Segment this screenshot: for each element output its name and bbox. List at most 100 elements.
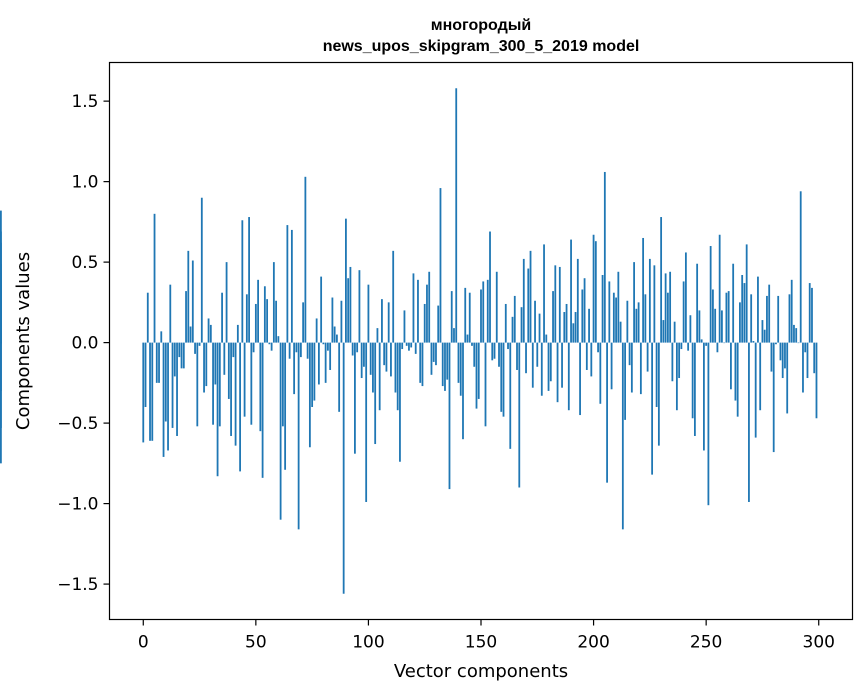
bar-286 xyxy=(786,342,789,414)
y-tick-label: 1.0 xyxy=(71,173,98,193)
bar-138 xyxy=(453,328,455,343)
bar-76 xyxy=(313,342,316,401)
bar-91 xyxy=(347,278,350,343)
bar-141 xyxy=(459,342,462,396)
bar-113 xyxy=(396,342,399,411)
bar-204 xyxy=(601,275,604,343)
bar-237 xyxy=(675,342,678,411)
bar-210 xyxy=(615,297,617,343)
bar-11 xyxy=(167,342,169,451)
bar-48 xyxy=(250,342,253,425)
bar-127 xyxy=(428,271,431,343)
bar-202 xyxy=(597,342,599,353)
bar-261 xyxy=(730,342,732,390)
bar-252 xyxy=(709,246,712,343)
bar-124 xyxy=(421,342,424,387)
bar-118 xyxy=(408,342,410,351)
bar-279 xyxy=(770,342,773,372)
bar-24 xyxy=(196,342,199,427)
bar-181 xyxy=(549,342,552,382)
bar-249 xyxy=(703,342,705,451)
bar-229 xyxy=(657,342,660,446)
bar-27 xyxy=(203,342,205,393)
bar-143 xyxy=(464,287,467,343)
bar-149 xyxy=(477,342,480,399)
bar-265 xyxy=(739,302,741,343)
bar-191 xyxy=(572,323,575,343)
bar-25 xyxy=(198,342,201,346)
bar-219 xyxy=(635,308,638,343)
bar-116 xyxy=(403,310,406,343)
bar-109 xyxy=(387,302,390,343)
bar-183 xyxy=(554,265,557,343)
bar-106 xyxy=(381,299,383,343)
bar-10 xyxy=(164,342,167,422)
bar-23 xyxy=(194,342,196,354)
y-tick-label: −1.5 xyxy=(57,575,98,595)
bar-234 xyxy=(669,271,672,343)
bar-95 xyxy=(356,342,359,353)
bar-94 xyxy=(354,342,356,454)
bar-197 xyxy=(585,342,588,370)
bar-190 xyxy=(570,239,572,343)
bar-293 xyxy=(802,342,804,393)
bar-39 xyxy=(230,342,232,436)
bar-60 xyxy=(277,336,280,343)
bar-100 xyxy=(367,284,370,343)
bar-36 xyxy=(223,342,226,375)
bar-43 xyxy=(239,342,241,472)
bar-88 xyxy=(340,300,343,343)
x-tick-label: 200 xyxy=(577,633,609,653)
bar-51 xyxy=(257,279,259,343)
bar-56 xyxy=(268,342,271,345)
bar-74 xyxy=(308,342,311,448)
bar-40 xyxy=(232,342,235,358)
bar-55 xyxy=(266,299,269,343)
bar-159 xyxy=(500,342,503,412)
bar-70 xyxy=(299,342,302,358)
bar-214 xyxy=(624,342,626,420)
bar-179 xyxy=(545,334,548,343)
bar-290 xyxy=(795,328,798,343)
bar-221 xyxy=(639,342,642,395)
bar-157 xyxy=(495,271,498,343)
bar-150 xyxy=(480,289,482,343)
bar-258 xyxy=(723,342,726,344)
bar-154 xyxy=(489,231,491,343)
bar-117 xyxy=(405,342,408,346)
bar-194 xyxy=(579,342,581,416)
bar-192 xyxy=(574,312,577,343)
bar-224 xyxy=(646,342,649,372)
bar-79 xyxy=(320,276,323,343)
bar-63 xyxy=(284,342,287,470)
bar-193 xyxy=(576,258,579,343)
bar-61 xyxy=(279,342,282,520)
bar-173 xyxy=(531,342,534,388)
y-tick-label: 1.5 xyxy=(71,92,98,112)
bar-22 xyxy=(191,260,194,343)
y-tick-label: 0.0 xyxy=(71,334,98,354)
bar-128 xyxy=(430,342,433,375)
bar-133 xyxy=(441,342,444,387)
bar-163 xyxy=(509,342,512,449)
bar-34 xyxy=(218,342,221,427)
bar-44 xyxy=(241,220,244,343)
bar-65 xyxy=(288,342,291,359)
x-tick-label: 300 xyxy=(803,633,835,653)
bar-223 xyxy=(644,294,647,343)
bar-145 xyxy=(468,292,471,343)
bar-276 xyxy=(763,329,766,343)
bar-217 xyxy=(630,342,633,393)
bar-45 xyxy=(243,342,246,417)
bar-253 xyxy=(712,289,714,343)
bar-undefined xyxy=(0,273,2,343)
bar-251 xyxy=(707,342,710,506)
bar-242 xyxy=(687,342,690,351)
bar-291 xyxy=(797,342,800,344)
bar-156 xyxy=(493,342,496,359)
bar-164 xyxy=(511,316,514,343)
bar-281 xyxy=(775,342,777,345)
bar-66 xyxy=(290,229,293,343)
bar-12 xyxy=(169,284,172,343)
bar-21 xyxy=(189,326,192,343)
